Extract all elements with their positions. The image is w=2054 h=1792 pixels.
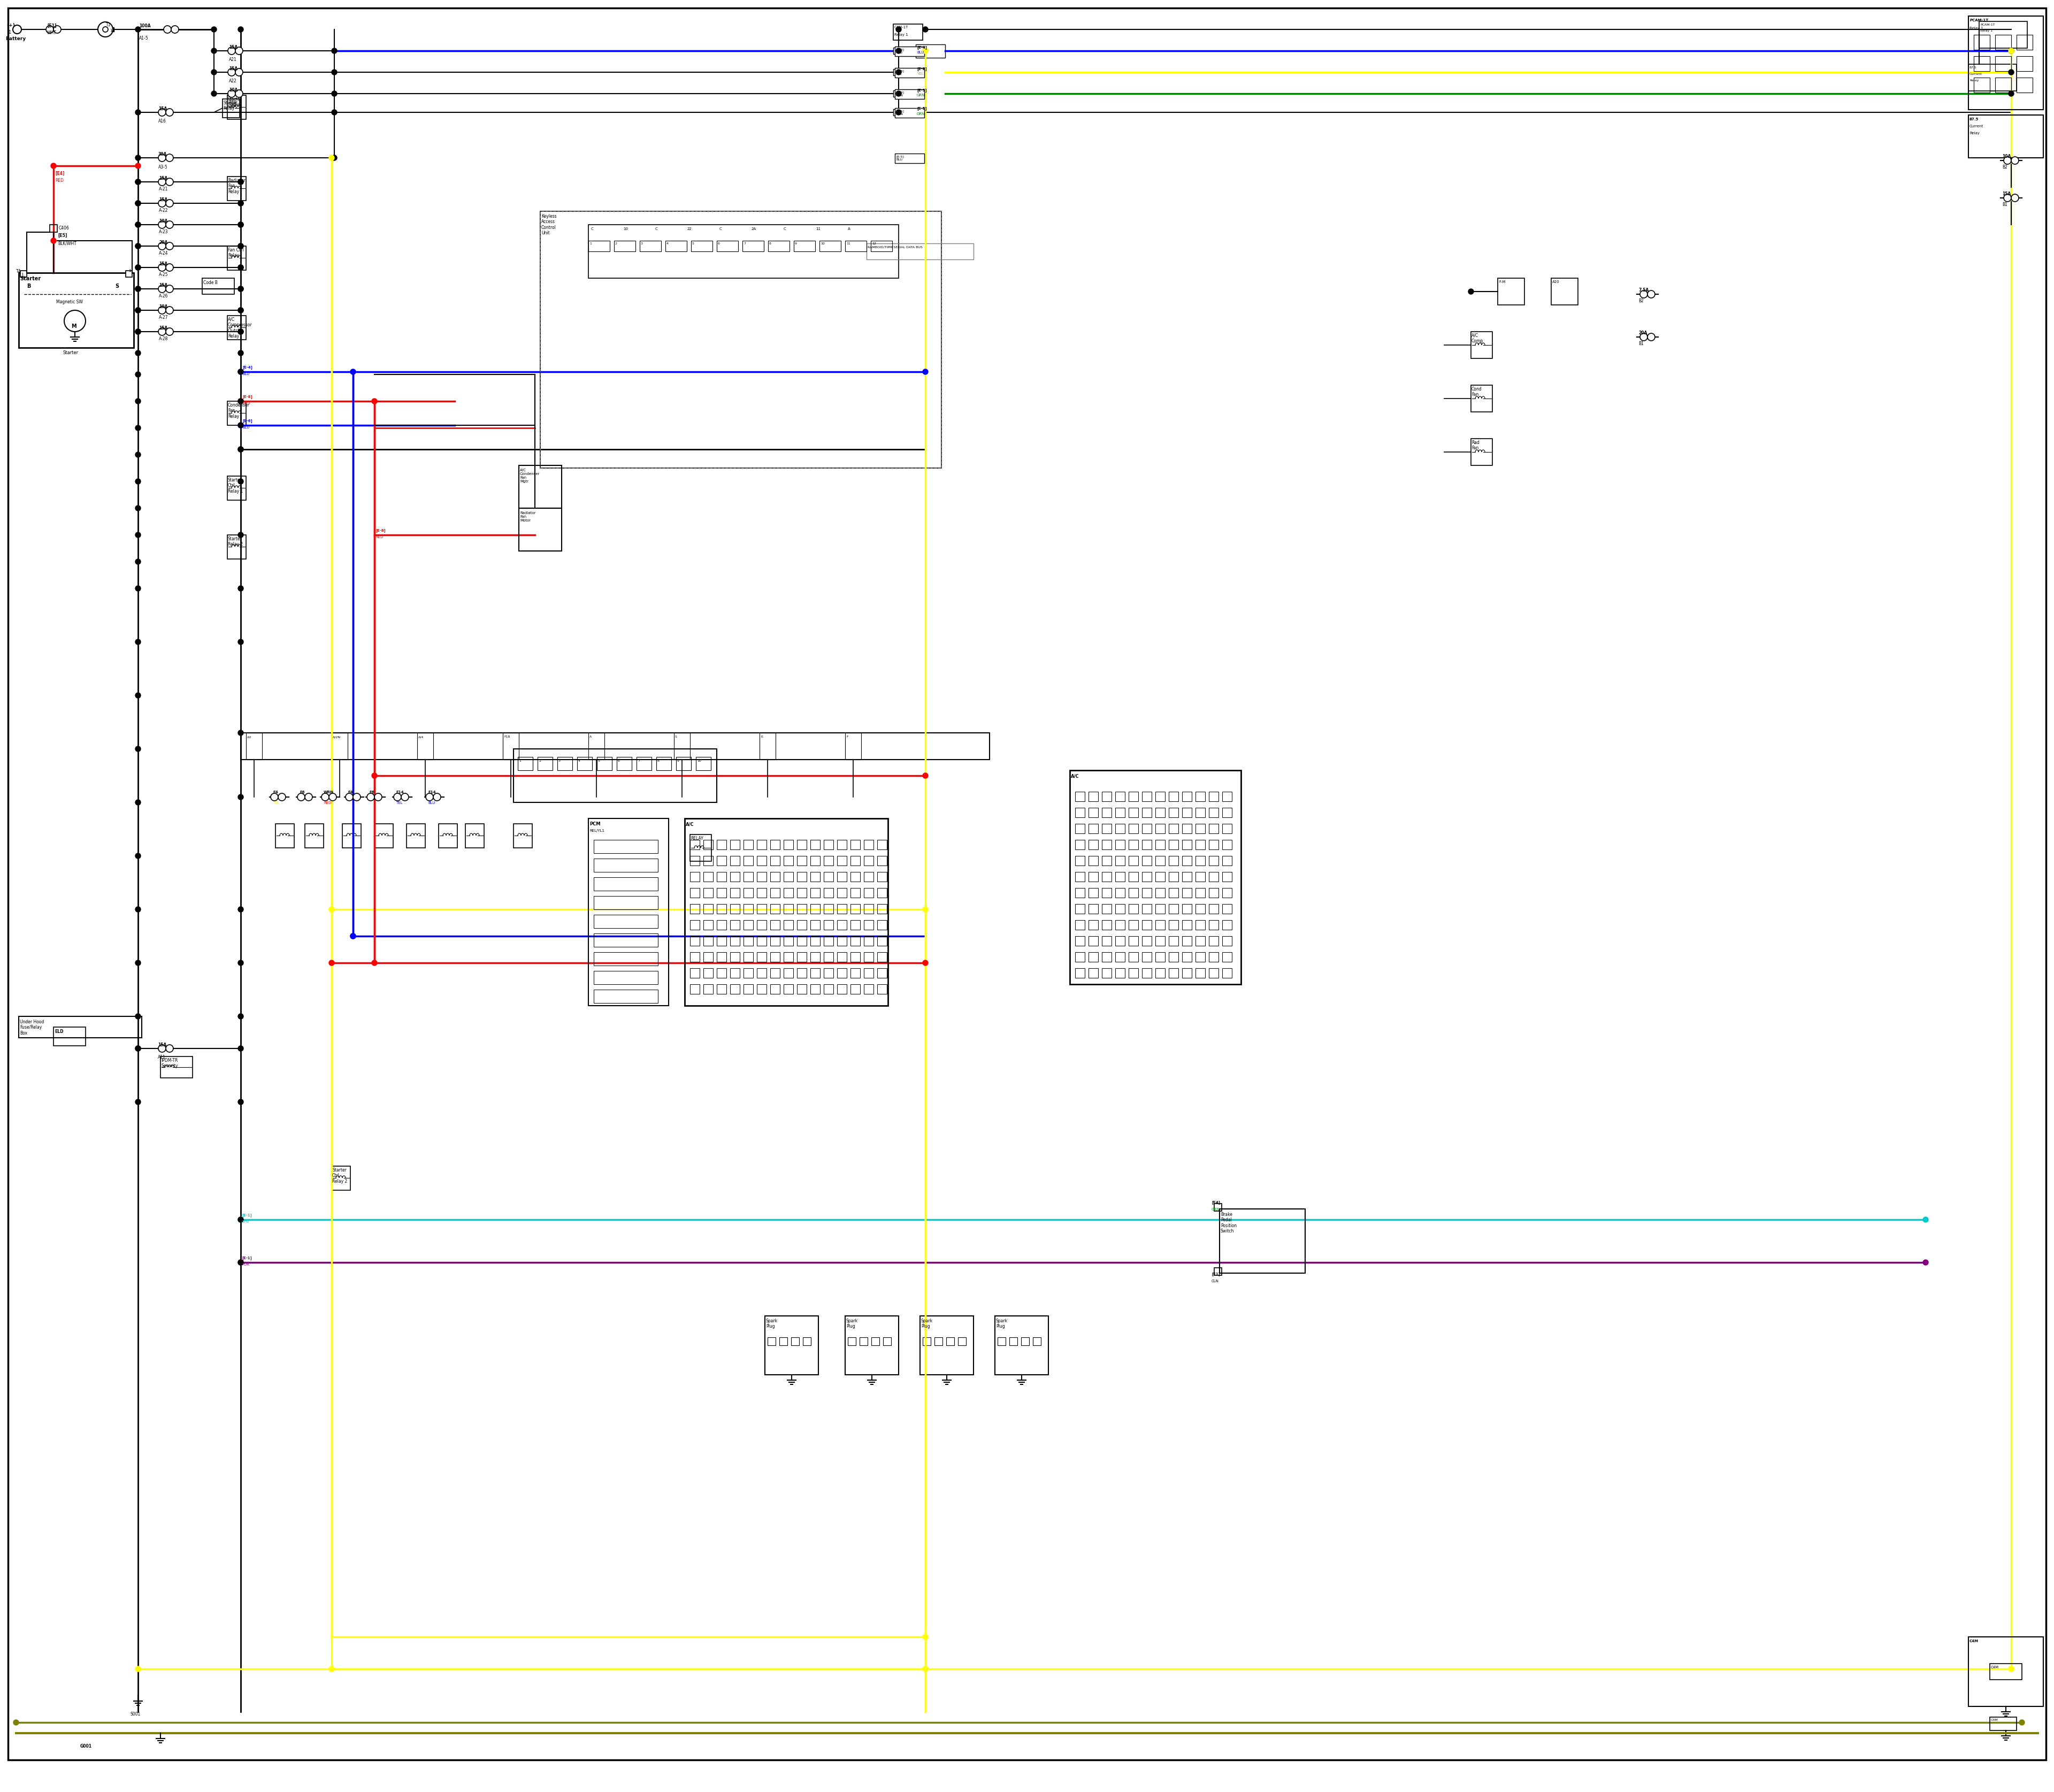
Bar <box>1154 935 1165 946</box>
Bar <box>785 903 793 914</box>
Bar <box>1115 824 1126 833</box>
Bar <box>778 1337 787 1346</box>
Bar <box>1968 115 2044 158</box>
Circle shape <box>238 640 242 645</box>
Bar <box>520 466 561 509</box>
Bar <box>1021 1337 1029 1346</box>
Circle shape <box>238 222 242 228</box>
Bar <box>770 873 781 882</box>
Text: A/2N: A/2N <box>333 735 341 738</box>
Bar <box>744 968 754 978</box>
Circle shape <box>228 47 236 54</box>
Circle shape <box>322 794 329 801</box>
Bar <box>1222 968 1232 978</box>
Bar <box>1101 935 1111 946</box>
Bar <box>1195 968 1206 978</box>
Text: A-26: A-26 <box>158 294 168 299</box>
Bar <box>824 984 834 995</box>
Circle shape <box>1639 333 1647 340</box>
Bar <box>1195 840 1206 849</box>
Circle shape <box>236 47 242 54</box>
Circle shape <box>136 244 140 249</box>
Bar <box>616 756 633 771</box>
Bar <box>865 952 873 962</box>
Text: IPDM-TR
Security: IPDM-TR Security <box>160 1057 179 1068</box>
Text: 1: 1 <box>520 760 522 762</box>
Bar <box>1183 919 1191 930</box>
Bar <box>785 889 793 898</box>
Bar <box>1089 968 1099 978</box>
Text: PCAM-1T: PCAM-1T <box>1970 18 1988 22</box>
Bar <box>637 756 651 771</box>
Circle shape <box>238 423 242 428</box>
Circle shape <box>212 91 216 97</box>
Bar <box>756 968 766 978</box>
Bar <box>690 935 700 946</box>
Bar <box>1115 889 1126 898</box>
Text: 15A: 15A <box>158 326 168 330</box>
Text: 11: 11 <box>846 242 850 246</box>
Circle shape <box>1923 1260 1929 1265</box>
Text: 2: 2 <box>538 760 540 762</box>
Bar <box>729 919 739 930</box>
Bar <box>1154 968 1165 978</box>
Bar <box>1128 824 1138 833</box>
Bar <box>824 935 834 946</box>
Bar <box>1210 792 1218 801</box>
Circle shape <box>2009 91 2013 97</box>
Text: [E-5]
BLU: [E-5] BLU <box>896 156 904 161</box>
Circle shape <box>368 794 374 801</box>
Circle shape <box>136 330 140 335</box>
Text: Rad
Fan: Rad Fan <box>1471 441 1479 450</box>
Bar <box>717 952 727 962</box>
Bar <box>1195 903 1206 914</box>
Bar <box>1195 889 1206 898</box>
Bar <box>228 477 246 500</box>
Bar <box>1169 857 1179 866</box>
Bar <box>756 873 766 882</box>
Circle shape <box>331 109 337 115</box>
Text: 1: 1 <box>21 272 23 276</box>
Text: Spark
Plug: Spark Plug <box>920 1319 933 1330</box>
Bar <box>1169 935 1179 946</box>
Text: 5: 5 <box>598 760 600 762</box>
Bar <box>729 857 739 866</box>
Bar <box>741 240 764 251</box>
Text: A/C: A/C <box>686 823 694 826</box>
Circle shape <box>166 199 173 208</box>
Bar <box>1195 857 1206 866</box>
Bar <box>1154 792 1165 801</box>
Bar <box>893 70 904 75</box>
Bar <box>877 935 887 946</box>
Text: 8: 8 <box>768 242 770 246</box>
Text: B2: B2 <box>2003 165 2007 170</box>
Text: 20A: 20A <box>1639 330 1647 335</box>
Bar <box>797 840 807 849</box>
Circle shape <box>922 907 928 912</box>
Text: CLN: CLN <box>1212 1279 1218 1283</box>
Circle shape <box>238 1217 242 1222</box>
Bar <box>1974 77 1990 93</box>
Bar <box>859 1337 867 1346</box>
Text: C4M-1T: C4M-1T <box>893 25 908 29</box>
Bar <box>811 889 820 898</box>
Text: [E1]: [E1] <box>47 23 55 29</box>
Bar <box>1169 889 1179 898</box>
Bar <box>1142 857 1152 866</box>
Text: YEL: YEL <box>273 801 279 805</box>
Bar <box>797 935 807 946</box>
Bar <box>824 889 834 898</box>
Bar <box>717 873 727 882</box>
Circle shape <box>51 238 55 244</box>
Bar <box>994 1315 1048 1374</box>
Bar <box>838 857 846 866</box>
Circle shape <box>238 729 242 735</box>
Bar <box>893 23 922 39</box>
Bar <box>1115 968 1126 978</box>
Text: B: B <box>27 283 31 289</box>
Bar <box>850 873 861 882</box>
Bar <box>896 68 924 77</box>
Circle shape <box>329 156 335 161</box>
Bar <box>1169 968 1179 978</box>
Bar <box>1128 873 1138 882</box>
